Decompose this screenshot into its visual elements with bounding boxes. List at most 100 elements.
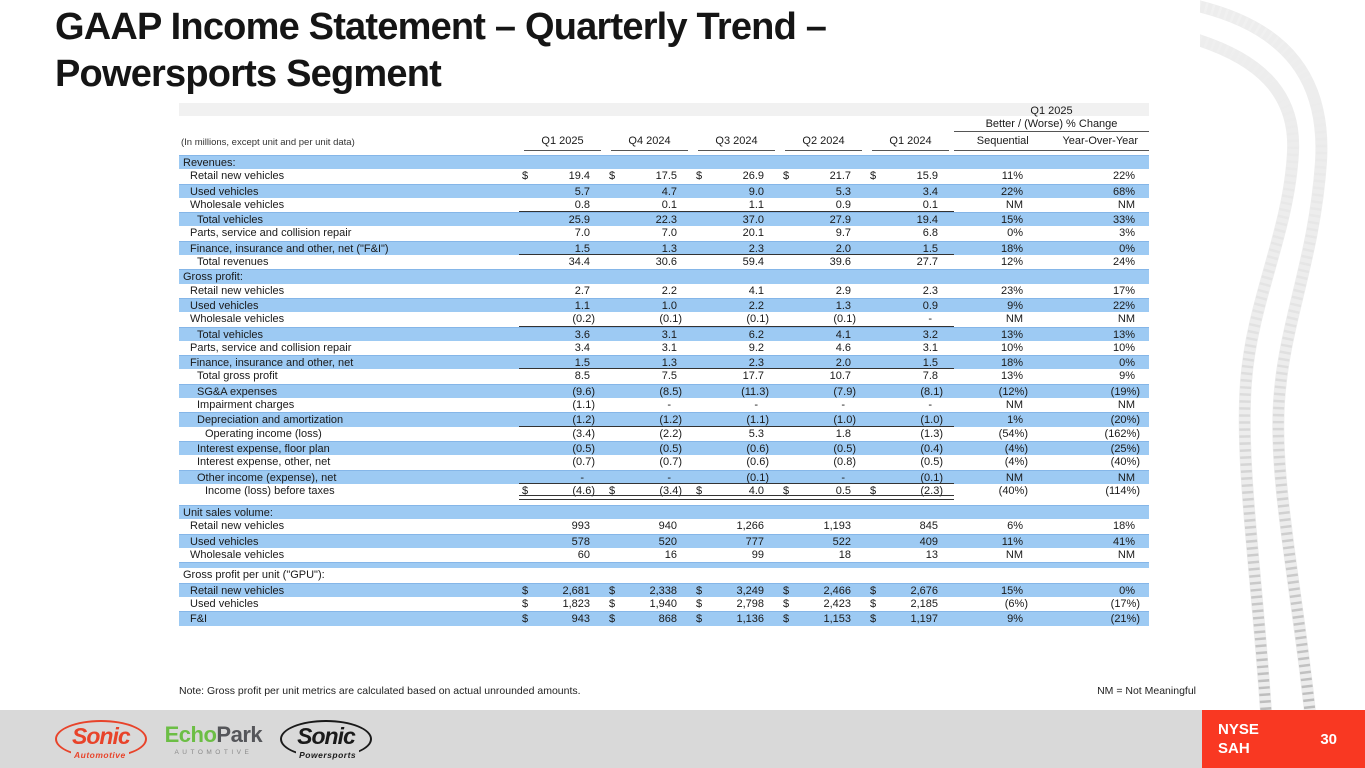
table-row: Finance, insurance and other, net 1.5 1.3 2… [179,355,1149,370]
row-label: Income (loss) before taxes [205,484,335,497]
row-label: Finance, insurance and other, net [190,357,354,370]
value-cell: 3.2 [922,328,938,341]
value-cell: 17.7 [742,370,764,383]
table-row: Gross profit: [179,269,1149,284]
row-label: Impairment charges [197,399,295,412]
row-label: Wholesale vehicles [190,198,285,211]
sonic-automotive-logo: Sonic Automotive [55,720,147,760]
row-label: Retail new vehicles [190,520,285,533]
row-label: Used vehicles [190,185,259,198]
sequential-change-cell: NM [1005,471,1023,484]
row-label: Other income (expense), net [197,471,337,484]
section-label: Revenues: [183,157,236,169]
value-cell: 1.5 [922,357,938,370]
accounting-rule [519,211,954,213]
value-cell: (0.2) [572,313,595,326]
sequential-change-cell: NM [1005,313,1023,326]
value-cell: (1.1) [572,399,595,412]
table-header: Q1 2025 Better / (Worse) % Change (In mi… [179,103,1149,155]
value-cell: 993 [571,520,590,533]
table-row [179,562,1149,569]
sequential-change-cell: 9% [1007,299,1023,312]
value-cell: 0.8 [574,198,590,211]
section-label: Unit sales volume: [183,507,273,520]
value-cell: $ (2.3) [870,484,943,497]
value-cell: 1.5 [922,242,938,255]
row-label: Total vehicles [197,328,264,341]
value-cell: 2.3 [922,284,938,297]
value-cell: (1.3) [920,427,943,440]
value-cell: (0.1) [920,471,943,484]
value-cell: 2.9 [835,284,851,297]
value-cell: 1.0 [661,299,677,312]
value-cell: 3.4 [574,341,590,354]
value-cell: 4.1 [748,284,764,297]
sequential-change-cell: 12% [1000,256,1023,269]
value-cell: 1.3 [661,357,677,370]
table-row: Total vehicles 3.6 3.1 6.2 4.1 3.2 13% 13% [179,326,1149,341]
value-cell: $1,153 [783,613,851,626]
table-row [179,498,1149,505]
accounting-rule [519,325,954,327]
value-cell: 2.3 [748,357,764,370]
value-cell: 6.8 [922,227,938,240]
table-row: Retail new vehicles 2.7 2.2 4.1 2.9 2.3 23% 17% [179,283,1149,298]
page-number: 30 [1320,731,1337,748]
yoy-change-cell: 0% [1119,357,1135,370]
value-cell: 0.9 [835,198,851,211]
value-cell: 22.3 [655,214,677,227]
value-cell: $21.7 [783,170,851,183]
value-cell: 9.7 [835,227,851,240]
yoy-change-cell: 68% [1112,185,1135,198]
row-label: Wholesale vehicles [190,549,285,562]
value-cell: - [667,471,671,484]
value-cell: (0.1) [746,313,769,326]
value-cell: 9.2 [748,341,764,354]
accounting-rule [519,254,954,256]
value-cell: 5.3 [835,185,851,198]
value-cell: (0.1) [746,471,769,484]
footnote: Note: Gross profit per unit metrics are … [179,685,581,697]
page-title-line1: GAAP Income Statement – Quarterly Trend … [55,6,827,48]
sequential-change-cell: (40%) [998,484,1028,497]
echopark-word2: Park [216,722,263,747]
accounting-double-rule [519,495,954,501]
value-cell: 0.1 [661,198,677,211]
sequential-change-cell: (4%) [1004,442,1028,455]
row-label: Operating income (loss) [205,427,322,440]
value-cell: 409 [919,535,938,548]
column-header-year-over-year: Year-Over-Year [1062,135,1139,147]
value-cell: 99 [751,549,764,562]
change-header-quarter: Q1 2025 [1030,105,1073,117]
value-cell: $4.0 [696,484,764,497]
value-cell: 19.4 [916,214,938,227]
value-cell: (2.2) [659,427,682,440]
yoy-change-cell: NM [1117,549,1135,562]
value-cell: 520 [658,535,677,548]
sequential-change-cell: 13% [1000,370,1023,383]
sonic-logo-sub: Automotive [71,750,129,760]
row-label: Depreciation and amortization [197,414,344,427]
sequential-change-cell: 9% [1007,613,1023,626]
value-cell: (0.1) [833,313,856,326]
value-cell: 7.0 [574,227,590,240]
table-row: SG&A expenses (9.6) (8.5) (11.3) (7.9) (8.1) (… [179,383,1149,399]
column-header-q3-2024: Q3 2024 [698,134,775,151]
ticker-block: NYSE SAH 30 [1202,710,1365,768]
value-cell: 39.6 [829,256,851,269]
value-cell: 1.1 [574,299,590,312]
table-row: Used vehicles $1,823 $1,940 $2,798 $2,423 $2,… [179,596,1149,612]
value-cell: (0.6) [746,442,769,455]
section-label: Gross profit: [183,271,243,284]
table-row: Wholesale vehicles (0.2) (0.1) (0.1) (0.1) - N… [179,312,1149,327]
sequential-change-cell: NM [1005,198,1023,211]
footer-logos: Sonic Automotive EchoPark AUTOMOTIVE Son… [55,710,372,768]
sequential-change-cell: (4%) [1004,456,1028,469]
table-row: Retail new vehicles 993 940 1,266 1,193 845 6%… [179,519,1149,534]
powersports-logo-sub: Powersports [296,750,360,760]
value-cell: (0.5) [920,456,943,469]
ticker-text: NYSE SAH [1218,720,1259,758]
sequential-change-cell: 11% [1001,170,1023,183]
yoy-change-cell: (17%) [1110,597,1140,610]
value-cell: 6.2 [748,328,764,341]
